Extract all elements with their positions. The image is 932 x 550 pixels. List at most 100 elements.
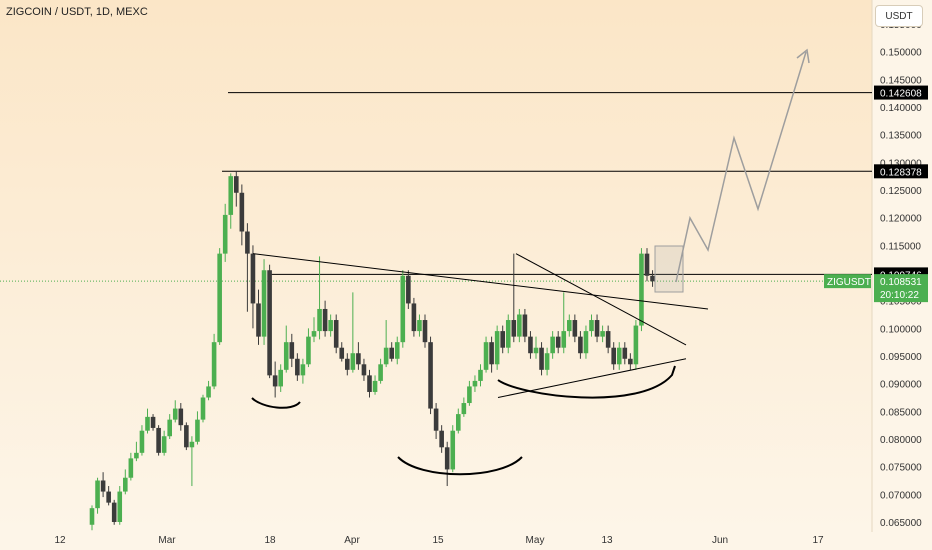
- candle-body: [200, 397, 206, 420]
- candle-body: [95, 480, 100, 509]
- candle-body: [172, 408, 178, 420]
- candle-body: [494, 331, 500, 365]
- candle-body: [189, 441, 195, 448]
- x-tick-label: 18: [264, 535, 276, 546]
- x-tick-label: 17: [812, 535, 824, 546]
- quote-currency-button[interactable]: USDT: [875, 5, 923, 27]
- y-tick-label: 0.075000: [880, 463, 922, 474]
- candle-body: [156, 427, 161, 453]
- candle-body: [616, 347, 622, 365]
- y-tick-label: 0.140000: [880, 103, 922, 114]
- candle-body: [422, 320, 428, 343]
- candle-countdown: 20:10:22: [880, 290, 919, 301]
- candle-body: [567, 320, 572, 332]
- candle-body: [350, 353, 356, 370]
- candle-body: [234, 176, 239, 193]
- candle-body: [317, 308, 322, 332]
- current-price-label-box: [874, 274, 928, 303]
- candle-body: [600, 331, 605, 337]
- candle-body: [456, 414, 461, 431]
- candle-body: [356, 353, 361, 365]
- candle-body: [300, 364, 306, 376]
- time-axis-background: [0, 532, 932, 550]
- candle-body: [100, 480, 106, 492]
- candle-body: [134, 452, 139, 459]
- candle-body: [206, 386, 211, 398]
- candle-body: [295, 358, 300, 376]
- level-label: 0.142608: [880, 89, 922, 100]
- y-tick-label: 0.130000: [880, 158, 922, 169]
- candle-body: [278, 369, 283, 387]
- candle-body: [345, 358, 350, 370]
- level-label-box: [874, 85, 928, 100]
- consolidation-box[interactable]: [654, 245, 684, 293]
- candle-body: [150, 416, 156, 428]
- y-tick-label: 0.150000: [880, 48, 922, 59]
- candle-body: [289, 342, 295, 359]
- candle-body: [539, 347, 544, 370]
- symbol-label-box: [824, 274, 871, 289]
- candle-body: [283, 342, 289, 370]
- candle-body: [267, 270, 272, 376]
- candle-body: [555, 336, 561, 348]
- y-tick-label: 0.080000: [880, 435, 922, 446]
- head-arc[interactable]: [397, 456, 523, 476]
- candle-body: [128, 458, 134, 478]
- y-tick-label: 0.135000: [880, 131, 922, 142]
- candle-body: [611, 347, 616, 365]
- left-shoulder-arc[interactable]: [251, 397, 301, 409]
- right-shoulder-arc[interactable]: [497, 365, 676, 399]
- x-tick-label: May: [526, 535, 545, 546]
- level-label: 0.128378: [880, 167, 922, 178]
- candle-body: [389, 347, 394, 359]
- candle-body: [633, 325, 639, 365]
- candle-body: [428, 342, 433, 409]
- candle-body: [517, 314, 522, 337]
- x-tick-label: Apr: [344, 535, 360, 546]
- y-tick-label: 0.085000: [880, 407, 922, 418]
- candle-body: [178, 408, 184, 426]
- y-tick-label: 0.145000: [880, 75, 922, 86]
- projection-path[interactable]: [675, 51, 807, 283]
- candle-body: [400, 275, 406, 343]
- candle-body: [161, 436, 167, 453]
- candle-body: [505, 320, 511, 348]
- symbol-label: ZIGUSDT: [827, 277, 871, 288]
- descending-trendline[interactable]: [252, 253, 709, 310]
- candle-body: [483, 342, 489, 370]
- candle-body: [383, 347, 389, 365]
- candle-body: [433, 408, 439, 431]
- candle-body: [489, 342, 494, 365]
- candle-body: [245, 231, 250, 254]
- pennant-upper-line[interactable]: [515, 253, 687, 346]
- projection-arrow-head: [796, 48, 810, 64]
- candle-body: [478, 369, 483, 381]
- candle-body: [439, 430, 444, 448]
- candle-body: [217, 253, 222, 343]
- level-label-box: [874, 164, 928, 179]
- x-tick-label: 13: [601, 535, 613, 546]
- candle-body: [628, 358, 633, 365]
- candle-body: [622, 347, 628, 359]
- candle-body: [594, 320, 600, 337]
- candle-body: [333, 320, 339, 348]
- candle-body: [239, 192, 245, 232]
- candle-body: [211, 342, 217, 387]
- candle-body: [589, 320, 594, 332]
- candle-body: [605, 331, 611, 348]
- candle-body: [117, 491, 123, 522]
- y-tick-label: 0.115000: [880, 241, 921, 252]
- candle-body: [406, 275, 411, 304]
- candle-body: [311, 331, 317, 337]
- y-tick-label: 0.070000: [880, 490, 922, 501]
- y-tick-label: 0.105000: [880, 297, 922, 308]
- candle-body: [444, 447, 450, 470]
- y-tick-label: 0.125000: [880, 186, 922, 197]
- candle-body: [89, 508, 95, 525]
- x-tick-label: 12: [54, 535, 66, 546]
- candle-body: [306, 336, 311, 365]
- y-tick-label: 0.090000: [880, 380, 922, 391]
- candle-body: [250, 253, 256, 304]
- chart-title: ZIGCOIN / USDT, 1D, MEXC: [6, 6, 148, 18]
